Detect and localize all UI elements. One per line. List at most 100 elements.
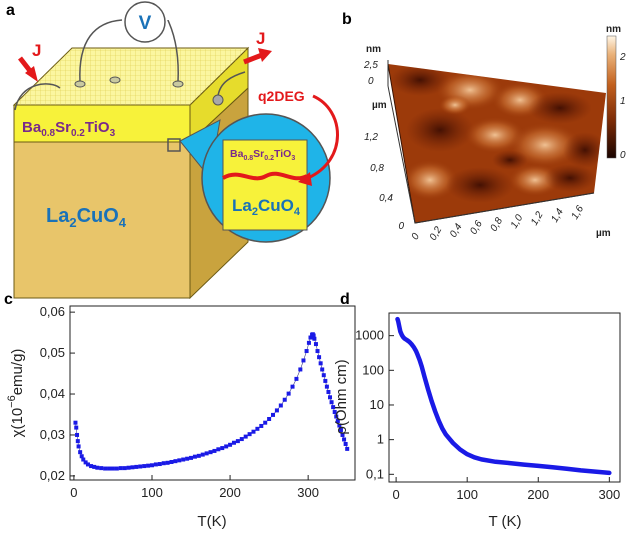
current-out-arrow: [243, 52, 263, 65]
data-point: [134, 464, 139, 469]
data-point: [149, 463, 154, 468]
data-point: [312, 336, 317, 341]
data-point: [243, 434, 248, 439]
data-point: [161, 461, 166, 466]
data-point: [340, 432, 345, 437]
afm-y-axis: [387, 85, 416, 224]
afm-z-tick: 2,5: [363, 60, 378, 71]
x-tick-label: 300: [297, 485, 319, 500]
afm-z-tick: 0: [368, 76, 374, 87]
data-point: [335, 419, 340, 424]
y-tick-label: 0,04: [40, 386, 65, 401]
x-tick-label: 100: [456, 487, 478, 502]
data-point: [185, 456, 190, 461]
data-point: [110, 466, 115, 471]
x-tick-label: 100: [141, 485, 163, 500]
data-point: [329, 400, 334, 405]
data-point: [165, 460, 170, 465]
series-line: [75, 333, 348, 469]
data-point: [317, 355, 322, 360]
data-point: [342, 437, 347, 442]
colorbar-tick: 0: [620, 150, 626, 161]
data-point: [251, 429, 256, 434]
current-out-label: J: [256, 29, 265, 48]
data-point: [157, 462, 162, 467]
data-point: [99, 466, 104, 471]
data-point: [216, 447, 221, 452]
panel-letter-a: a: [6, 2, 15, 19]
x-axis-label-d: T (K): [488, 513, 521, 530]
q2deg-label: q2DEG: [258, 88, 305, 104]
afm-x-tick: 0,2: [428, 225, 445, 243]
zoom-marker: [167, 138, 181, 152]
data-point: [177, 458, 182, 463]
data-point: [313, 342, 318, 347]
y-axis-label-c: χ(10−6emu/g): [6, 349, 26, 438]
data-point: [255, 426, 260, 431]
data-point: [324, 384, 329, 389]
data-point: [345, 446, 350, 451]
data-point: [298, 367, 303, 372]
wire-current-in: [14, 83, 61, 111]
data-point: [294, 376, 299, 381]
colorbar-ticks: 2 1 0: [619, 52, 626, 161]
x-tick-label: 200: [219, 485, 241, 500]
y-tick-label: 100: [362, 362, 384, 377]
y-tick-label: 1000: [355, 328, 384, 343]
panel-b: b nm 2,5 0 µm 1,2 0,8 0,4 0: [342, 11, 626, 243]
afm-texture: [390, 64, 606, 203]
data-point: [95, 465, 100, 470]
x-axis-label-c: T(K): [197, 513, 226, 530]
wire-right: [167, 19, 179, 83]
data-point: [306, 340, 311, 345]
data-point: [73, 420, 78, 425]
afm-x-unit: µm: [596, 228, 611, 239]
y-tick-label: 0,06: [40, 304, 65, 319]
film-top-grid: [14, 48, 248, 105]
inset-substrate-formula: La2CuO4: [232, 196, 301, 218]
data-point: [75, 439, 80, 444]
axis-ticks-c: 0 100 200 300 0,02 0,03 0,04 0,05 0,06: [40, 304, 319, 500]
data-point: [146, 463, 151, 468]
colorbar-tick: 2: [619, 52, 626, 63]
series-line: [395, 316, 612, 476]
data-point: [338, 428, 343, 433]
inset-film-formula: Ba0.8Sr0.2TiO3: [230, 148, 295, 162]
afm-x-axis: [414, 192, 595, 224]
data-point: [231, 440, 236, 445]
wire-current-out: [217, 71, 246, 97]
arrowhead-icon: [25, 66, 38, 82]
data-point: [267, 416, 272, 421]
data-point: [239, 437, 244, 442]
panel-letter-b: b: [342, 11, 352, 28]
x-tick-label: 200: [527, 487, 549, 502]
x-tick-label: 0: [392, 487, 399, 502]
data-point: [318, 361, 323, 366]
data-point: [189, 455, 194, 460]
data-point: [308, 335, 313, 340]
data-point: [271, 412, 276, 417]
x-tick-label: 0: [70, 485, 77, 500]
afm-x-tick: 0,8: [489, 216, 506, 234]
y-tick-label: 0,02: [40, 468, 65, 483]
arrowhead-icon: [298, 172, 312, 186]
data-point: [142, 464, 147, 469]
panel-c: c 0 100 200 300 0,02 0,03 0,04 0,05 0,06 T(K) χ(…: [4, 291, 356, 530]
contact-pad: [74, 80, 86, 88]
data-point: [247, 432, 252, 437]
data-point: [311, 333, 316, 338]
data-point: [326, 389, 331, 394]
data-point: [328, 395, 333, 400]
zoom-inset: [222, 139, 308, 231]
data-point: [92, 464, 97, 469]
data-point: [196, 453, 201, 458]
film-formula: Ba0.8Sr0.2TiO3: [22, 119, 116, 139]
y-tick-label: 0,05: [40, 345, 65, 360]
x-tick-label: 300: [598, 487, 620, 502]
data-point: [89, 464, 94, 469]
data-point: [235, 439, 240, 444]
afm-y-ticks: 1,2 0,8 0,4 0: [364, 132, 404, 232]
data-series-c: [73, 332, 350, 471]
afm-y-tick: 0,4: [379, 193, 393, 204]
afm-x-tick: 1,2: [529, 210, 546, 228]
